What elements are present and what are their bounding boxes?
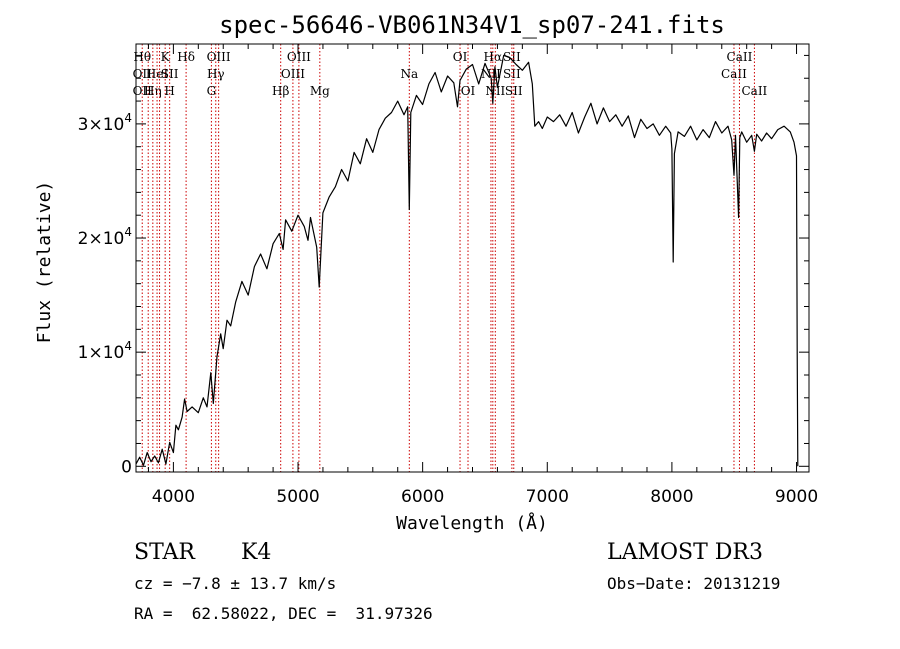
plot-frame — [135, 43, 810, 473]
line-marker-label: Mg — [310, 84, 330, 98]
y-tick-label: 3×104 — [78, 111, 132, 135]
y-tick-label: 1×104 — [78, 339, 132, 363]
line-marker-label: Hη — [144, 84, 162, 98]
x-tick-label: 6000 — [401, 487, 444, 507]
line-marker-label: OIII — [207, 50, 231, 64]
line-marker-label: Hγ — [207, 67, 225, 81]
x-tick-label: 7000 — [526, 487, 569, 507]
object-subclass: K4 — [241, 540, 272, 565]
y-axis-label: Flux (relative) — [34, 181, 55, 344]
emission-line-markers: HθOIIOIIHηHeIKSIIHHδGHγOIIIHβOIIIOIIIMgN… — [133, 44, 768, 472]
y-tick-mantissa: 0 — [121, 457, 132, 477]
coordinates: RA = 62.58022, DEC = 31.97326 — [134, 604, 433, 623]
x-tick-label: 9000 — [775, 487, 818, 507]
x-tick-label: 4000 — [152, 487, 195, 507]
redshift-text: cz = −7.8 ± 13.7 km/s — [134, 574, 337, 593]
y-tick-mantissa: 1×10 — [78, 343, 125, 363]
line-marker-label: Na — [400, 67, 418, 81]
y-tick-label: 0 — [121, 457, 132, 477]
line-marker-label: SII — [505, 84, 523, 98]
line-marker-label: CaII — [741, 84, 767, 98]
line-marker-label: NII — [485, 84, 505, 98]
chart-title: spec-56646-VB061N34V1_sp07-241.fits — [219, 11, 725, 39]
line-marker-label: CaII — [721, 67, 747, 81]
line-marker-label: Hθ — [133, 50, 151, 64]
line-marker-label: K — [161, 50, 171, 64]
x-tick-label: 5000 — [276, 487, 319, 507]
line-marker-label: H — [164, 84, 174, 98]
x-tick-label: 8000 — [650, 487, 693, 507]
y-tick-mantissa: 2×10 — [78, 229, 125, 249]
line-marker-label: Hδ — [177, 50, 195, 64]
line-marker-label: CaII — [727, 50, 753, 64]
line-marker-label: G — [207, 84, 217, 98]
line-marker-label: Hα — [484, 50, 503, 64]
object-class: STAR — [134, 540, 195, 565]
line-marker-label: SII — [503, 50, 521, 64]
series-layer — [135, 54, 799, 467]
line-marker-label: SII — [161, 67, 179, 81]
spectrum-line — [135, 54, 799, 467]
line-marker-label: OII — [133, 84, 153, 98]
x-axis-label: Wavelength (Å) — [396, 512, 548, 534]
line-marker-label: Hβ — [272, 84, 289, 98]
line-marker-label: SII — [503, 67, 521, 81]
y-tick-label: 2×104 — [78, 225, 132, 249]
obs-date: Obs−Date: 20131219 — [607, 574, 781, 593]
line-marker-label: OI — [461, 84, 476, 98]
x-axis: 4000 5000 6000 7000 8000 9000 — [147, 44, 818, 507]
y-tick-exponent: 4 — [124, 111, 132, 125]
line-marker-label: OI — [453, 50, 468, 64]
survey-name: LAMOST DR3 — [607, 540, 763, 565]
line-marker-label: HeI — [146, 67, 169, 81]
y-tick-mantissa: 3×10 — [78, 115, 125, 135]
line-marker-label: OIII — [281, 67, 305, 81]
y-tick-exponent: 4 — [124, 339, 132, 353]
y-tick-exponent: 4 — [124, 225, 132, 239]
line-marker-label: OII — [133, 67, 153, 81]
line-marker-label: OIII — [287, 50, 311, 64]
